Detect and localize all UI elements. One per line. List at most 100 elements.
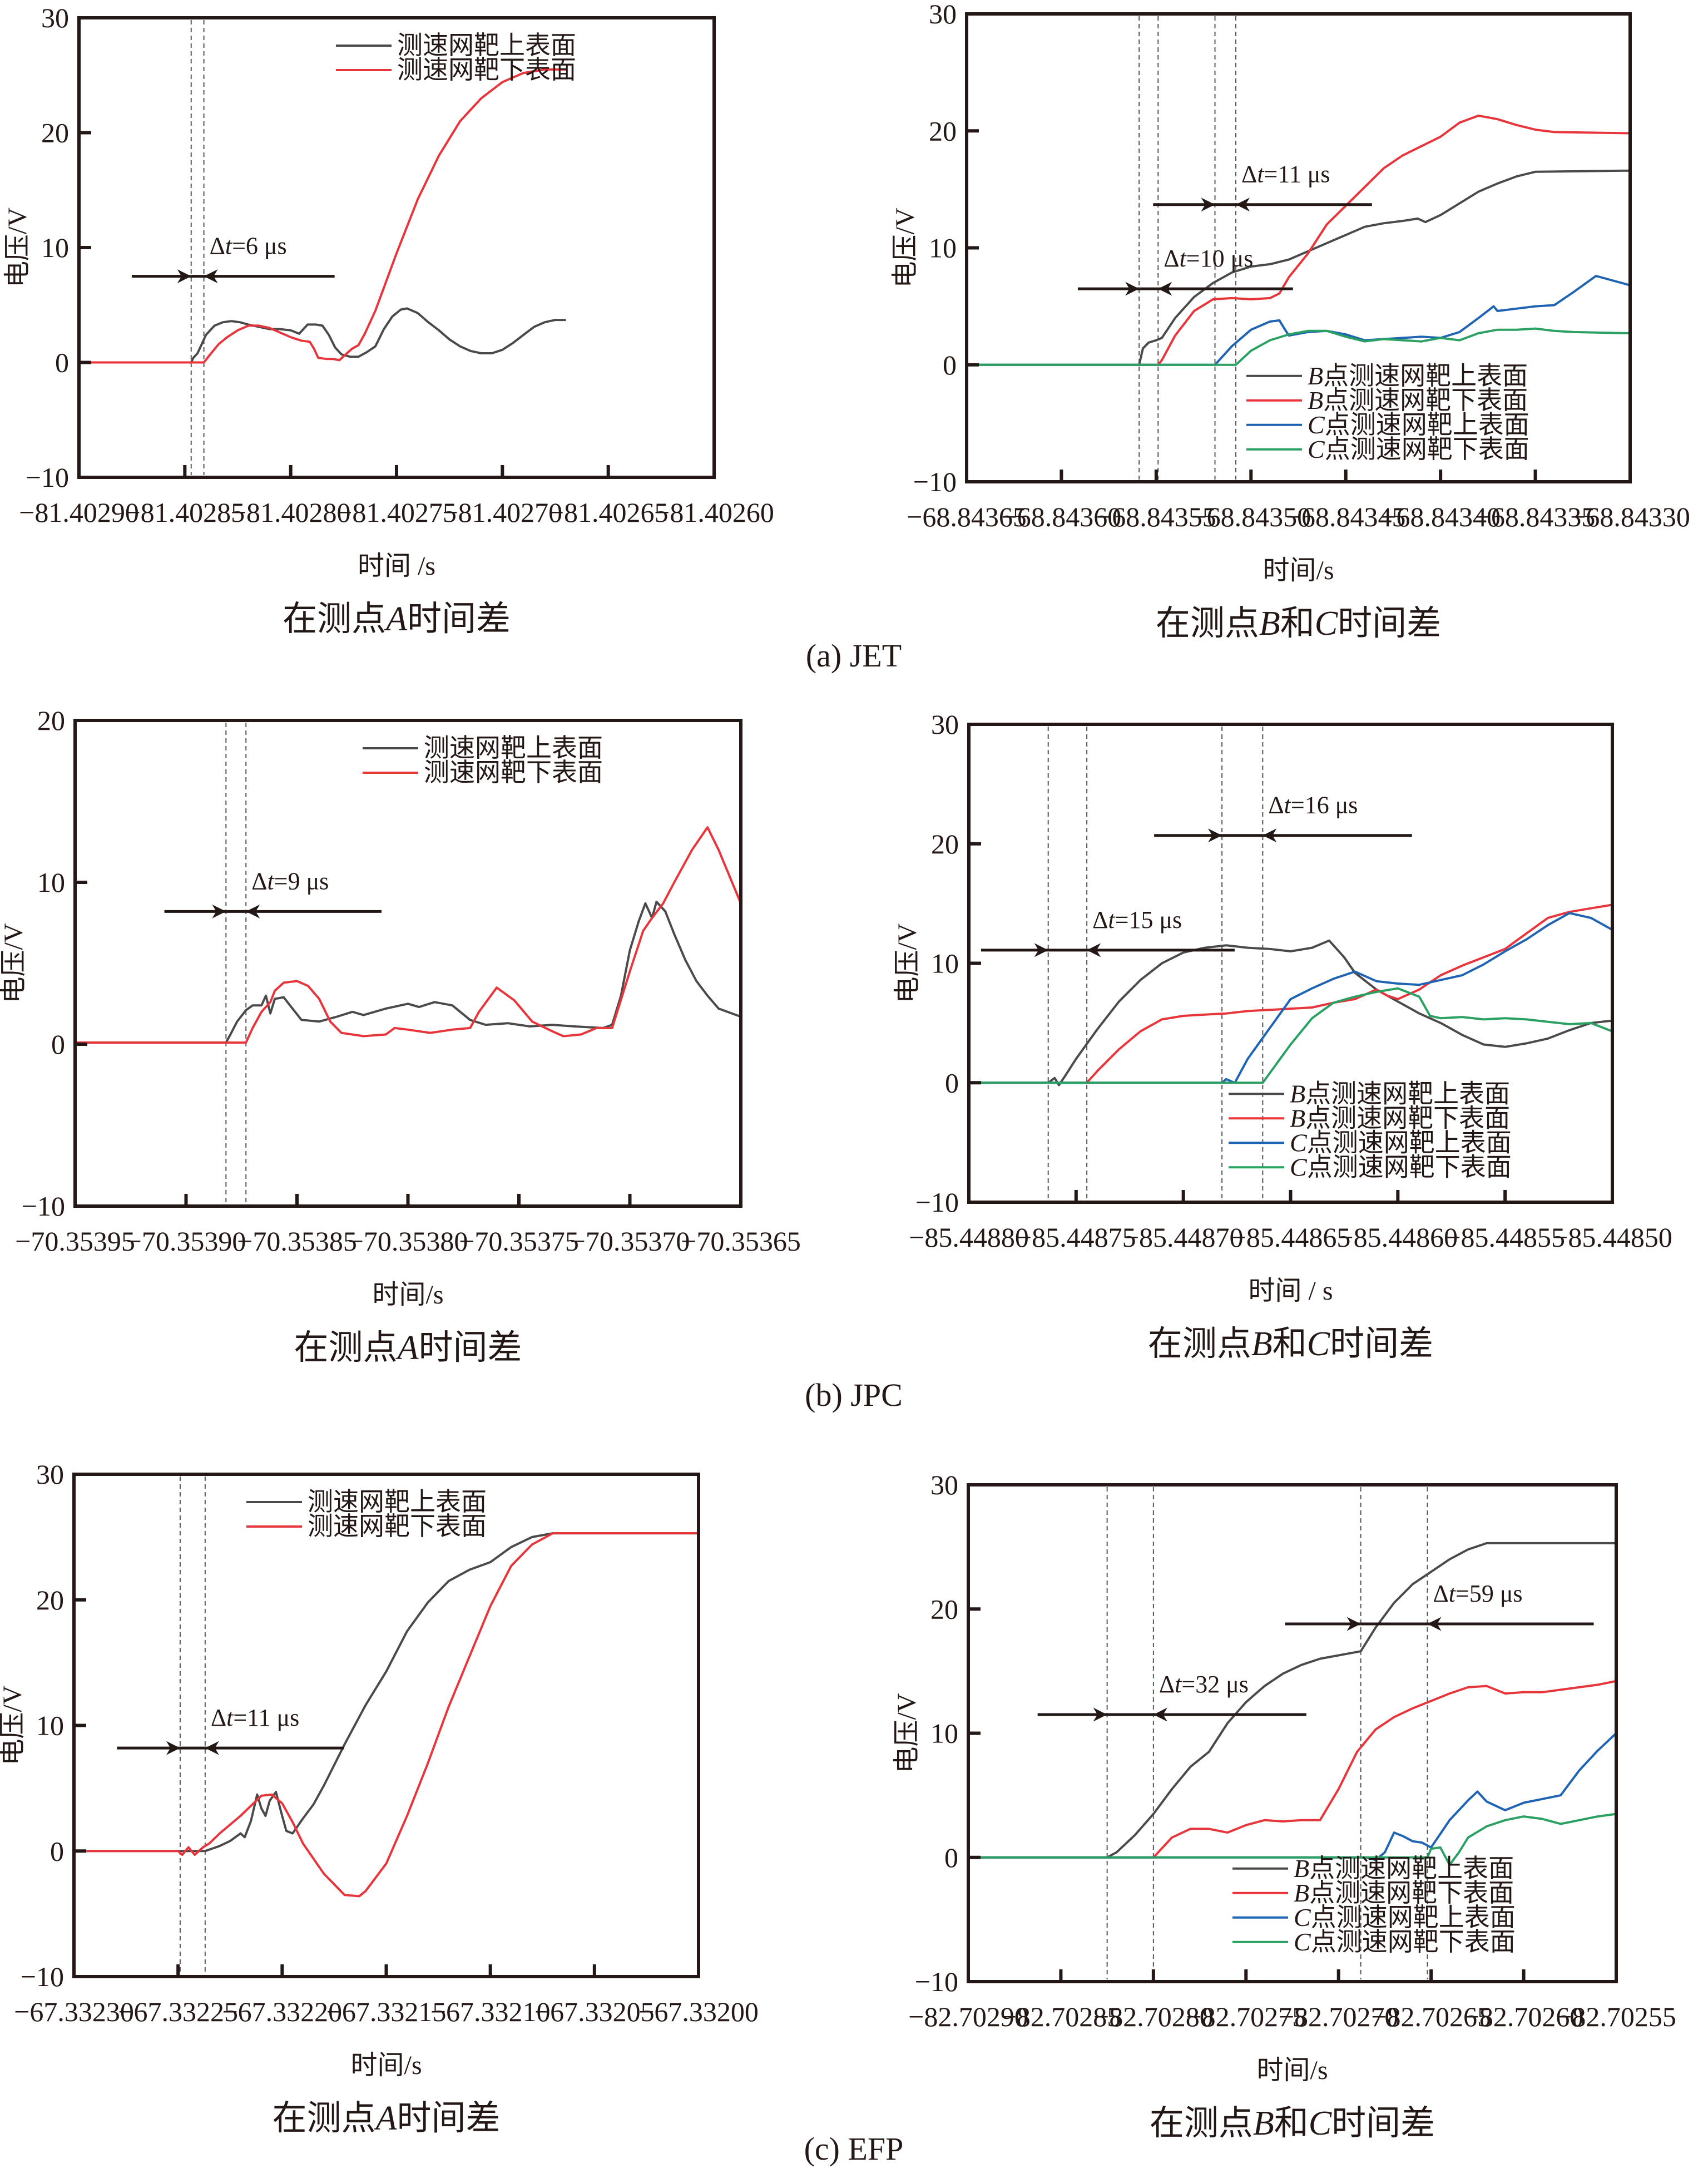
- x-tick-label: −81.40265: [548, 497, 669, 528]
- subplot-caption-part: 在测点: [1150, 2105, 1253, 2142]
- dt-label-part: =6 μs: [232, 233, 287, 260]
- legend-entry-part: 点测速网靶上表面: [1307, 1128, 1512, 1157]
- subplot-caption: 在测点A时间差: [273, 2100, 501, 2137]
- series-group: [969, 903, 1612, 1086]
- x-tick-label: −67.33200: [638, 1996, 759, 2027]
- dt-label-part: =15 μs: [1115, 906, 1182, 934]
- x-tick-label: −81.40275: [336, 497, 457, 528]
- legend-entry-part: C: [1308, 435, 1325, 463]
- x-tick-label: −81.40285: [125, 497, 245, 528]
- y-tick-label: −10: [913, 466, 957, 497]
- x-tick-label: −67.33215: [326, 1996, 447, 2027]
- x-tick-label: −81.40280: [231, 497, 351, 528]
- dt-label-part: =59 μs: [1455, 1580, 1523, 1607]
- x-tick-label: −67.33225: [118, 1996, 238, 2027]
- x-tick-label: −68.84350: [1191, 501, 1311, 532]
- dt-label: Δt=15 μs: [1092, 906, 1182, 934]
- x-axis-title: 时间/s: [1263, 556, 1334, 585]
- subplot-caption-part: C: [1315, 605, 1338, 643]
- dt-label-part: Δ: [1241, 161, 1257, 188]
- dt-label-part: t: [1180, 245, 1187, 272]
- series-line-0: [968, 1542, 1616, 1859]
- x-axis-title: 时间 / s: [1248, 1276, 1333, 1306]
- subplot-caption: 在测点A时间差: [294, 1329, 522, 1367]
- legend-entry-3: C点测速网靶下表面: [1290, 1153, 1512, 1181]
- subplot-caption-part: 时间差: [1331, 2105, 1435, 2142]
- x-axis-title: 时间/s: [372, 1280, 443, 1310]
- x-axis-title: 时间 /s: [358, 551, 435, 581]
- x-tick-label: −68.84345: [1286, 501, 1406, 532]
- chart-jet-a: −100102030−81.40290−81.40285−81.40280−81…: [3, 2, 774, 638]
- legend-entry-part: C: [1290, 1153, 1308, 1181]
- charts-layer: −100102030−81.40290−81.40285−81.40280−81…: [0, 0, 1690, 2142]
- series-line-2: [969, 912, 1612, 1084]
- series-line-0: [967, 169, 1630, 366]
- y-tick-label: −10: [915, 1187, 959, 1218]
- series-group: [74, 1532, 699, 1898]
- series-line-2: [968, 1732, 1616, 1861]
- subplot-caption-part: 在测点: [1148, 1325, 1251, 1363]
- dt-label-part: t: [1449, 1580, 1457, 1607]
- legend-entry-1: B点测速网靶下表面: [1308, 386, 1528, 414]
- legend-entry-part: C: [1294, 1903, 1311, 1932]
- dt-label: Δt=59 μs: [1433, 1580, 1522, 1607]
- dt-label: Δt=11 μs: [211, 1704, 299, 1731]
- subplot-caption-part: B: [1259, 605, 1280, 643]
- x-tick-label: −85.44860: [1338, 1222, 1458, 1253]
- x-tick-label: −67.33205: [534, 1996, 655, 2027]
- y-tick-label: 10: [41, 232, 69, 263]
- subplot-caption-part: 时间差: [407, 600, 511, 638]
- dt-label-part: Δ: [211, 1704, 226, 1731]
- y-tick-label: 20: [931, 828, 959, 860]
- x-tick-label: −70.35380: [348, 1226, 468, 1257]
- subplot-caption-part: 在测点: [294, 1329, 398, 1367]
- subplot-caption: 在测点B和C时间差: [1156, 605, 1441, 643]
- x-tick-label: −70.35385: [237, 1226, 357, 1257]
- y-tick-label: 10: [931, 948, 959, 979]
- x-tick-label: −81.40270: [442, 497, 562, 528]
- x-tick-label: −70.35375: [459, 1226, 579, 1257]
- y-axis-title: 电压/V: [0, 1685, 27, 1765]
- legend-entry-part: 点测速网靶下表面: [1307, 1153, 1512, 1181]
- x-tick-label: −67.33220: [222, 1996, 342, 2027]
- subplot-caption: 在测点B和C时间差: [1150, 2105, 1435, 2142]
- dt-label-part: =11 μs: [1264, 161, 1330, 188]
- x-tick-label: −68.84330: [1570, 501, 1690, 532]
- y-tick-label: 0: [50, 1835, 64, 1866]
- legend-entry-part: 点测速网靶下表面: [1309, 1879, 1514, 1907]
- dt-label-part: t: [225, 233, 233, 260]
- dt-label: Δt=6 μs: [210, 233, 287, 260]
- y-tick-label: 30: [930, 1469, 958, 1500]
- y-tick-label: −10: [21, 1961, 64, 1992]
- legend-entry-part: 点测速网靶上表面: [1325, 411, 1529, 439]
- y-tick-label: 20: [930, 1593, 958, 1624]
- subplot-caption-part: 在测点: [283, 600, 386, 638]
- x-tick-label: −85.44875: [1016, 1222, 1136, 1253]
- y-axis-title: 电压/V: [0, 923, 28, 1003]
- subplot-caption-part: 时间差: [418, 1329, 522, 1367]
- legend-entry-part: 点测速网靶下表面: [1311, 1928, 1516, 1956]
- dt-label-part: Δ: [1433, 1580, 1448, 1607]
- y-tick-label: 30: [929, 0, 957, 29]
- y-tick-label: −10: [915, 1966, 958, 1997]
- dt-label-part: t: [226, 1704, 234, 1731]
- legend-entry-part: 点测速网靶下表面: [1323, 386, 1528, 414]
- subplot-caption-part: A: [374, 2100, 398, 2137]
- x-tick-label: −82.70265: [1371, 2001, 1491, 2032]
- y-tick-label: 30: [41, 2, 69, 33]
- x-tick-label: −81.40290: [19, 497, 139, 528]
- y-tick-label: 20: [41, 117, 69, 149]
- dt-label-part: t: [1257, 161, 1265, 188]
- legend-entry-0: 测速网靶上表面: [397, 31, 576, 60]
- legend-entry-part: 点测速网靶上表面: [1305, 1079, 1510, 1108]
- legend-entry-1: B点测速网靶下表面: [1290, 1104, 1510, 1132]
- subplot-caption-part: A: [395, 1329, 419, 1367]
- legend-entry-part: B: [1294, 1854, 1309, 1883]
- dt-label-part: =32 μs: [1181, 1671, 1249, 1698]
- legend-entry-0: 测速网靶上表面: [424, 734, 603, 762]
- x-tick-label: −82.70255: [1556, 2001, 1676, 2032]
